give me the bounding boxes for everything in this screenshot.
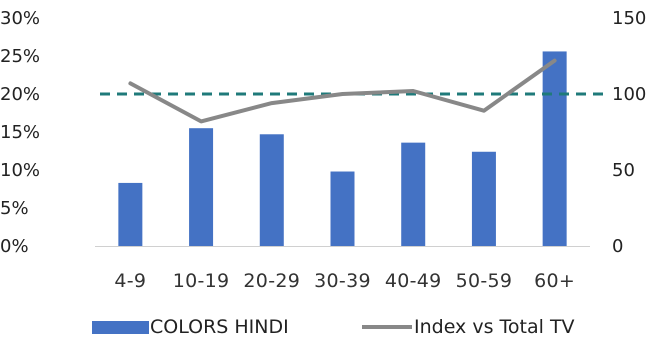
legend-item-colors-hindi: COLORS HINDI xyxy=(92,312,289,342)
legend-label-colors-hindi: COLORS HINDI xyxy=(150,316,289,338)
y-left-tick-label: 20% xyxy=(0,84,40,105)
bar-50-59 xyxy=(471,151,496,246)
bar-60+ xyxy=(542,51,567,246)
x-tick-label: 50-59 xyxy=(456,270,513,292)
legend-item-index: Index vs Total TV xyxy=(362,312,575,342)
x-tick-label: 30-39 xyxy=(314,270,371,292)
chart: 0% 5% 10% 15% 20% 25% 30% 0 50 100 150 4-9 10-19 20-2… xyxy=(0,8,646,292)
legend-label-index: Index vs Total TV xyxy=(414,316,575,338)
x-tick-label: 20-29 xyxy=(243,270,300,292)
legend-swatch-line xyxy=(362,325,412,329)
y-right-tick-label: 50 xyxy=(612,160,635,181)
y-left-tick-label: 0% xyxy=(0,236,29,257)
bar-30-39 xyxy=(330,171,355,246)
y-left-tick-label: 15% xyxy=(0,122,40,143)
index-line xyxy=(128,58,557,124)
y-right-tick-label: 150 xyxy=(612,8,646,29)
y-left-tick-label: 10% xyxy=(0,160,40,181)
legend-swatch-bar xyxy=(92,320,149,334)
x-tick-label: 10-19 xyxy=(173,270,230,292)
bar-4-9 xyxy=(118,182,143,246)
y-left-tick-label: 25% xyxy=(0,46,40,67)
legend: COLORS HINDI Index vs Total TV xyxy=(0,312,667,342)
bar-10-19 xyxy=(189,128,214,246)
y-left-tick-label: 30% xyxy=(0,8,40,29)
y-left-tick-label: 5% xyxy=(0,198,29,219)
bar-40-49 xyxy=(401,142,426,246)
x-tick-label: 40-49 xyxy=(385,270,442,292)
y-right-tick-label: 0 xyxy=(612,236,623,257)
x-tick-label: 60+ xyxy=(534,270,575,292)
bar-20-29 xyxy=(259,134,284,246)
x-tick-label: 4-9 xyxy=(114,270,146,292)
y-right-tick-label: 100 xyxy=(612,84,646,105)
